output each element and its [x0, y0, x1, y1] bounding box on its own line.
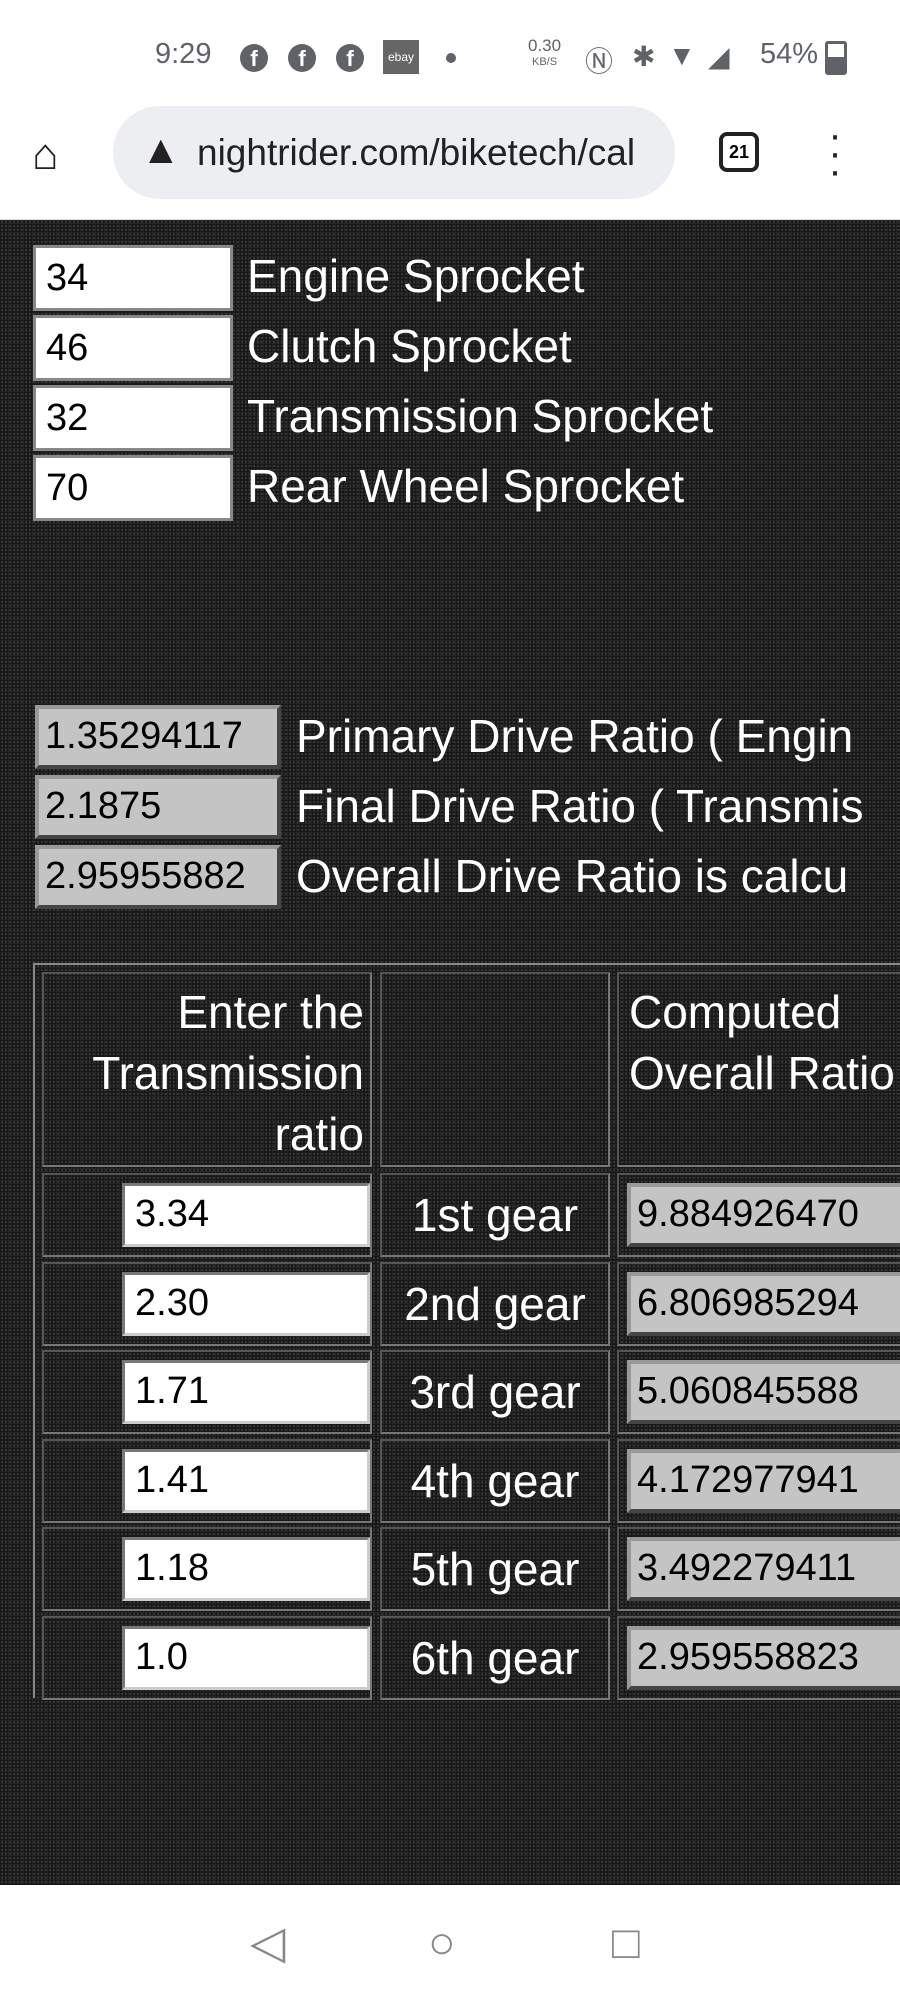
battery-percent: 54% [760, 38, 819, 70]
gear-label: 6th gear [380, 1615, 610, 1700]
back-icon[interactable]: ◁ [250, 1916, 286, 1968]
recents-icon[interactable]: □ [612, 1916, 640, 1968]
not-secure-warning-icon[interactable]: ▲ [141, 128, 181, 172]
overall-ratio-output: 5.060845588 [627, 1360, 900, 1424]
transmission-ratio-input[interactable]: 1.0 [122, 1625, 370, 1690]
gear-label: 5th gear [380, 1527, 610, 1611]
facebook-icon: f [288, 44, 316, 72]
ratio-cell: 1.41 [42, 1438, 372, 1523]
overall-ratio-output: 9.884926470 [627, 1183, 900, 1247]
transmission-ratio-input[interactable]: 1.41 [122, 1448, 370, 1513]
ratio-cell: 1.0 [42, 1615, 372, 1700]
overall-ratio-output: 3.492279411 [627, 1537, 900, 1601]
overall-ratio-output: 4.172977941 [627, 1448, 900, 1513]
sprocket-label: Transmission Sprocket [247, 390, 714, 442]
ratio-cell: 2.30 [42, 1261, 372, 1346]
gear-label: 1st gear [380, 1173, 610, 1257]
gear-table: Enter the Transmission ratio Computed Ov… [33, 963, 900, 1700]
nfc-icon: Ⓝ [585, 46, 614, 77]
network-speed: 0.30 KB/S [528, 36, 562, 70]
sprocket-label: Clutch Sprocket [247, 320, 572, 372]
status-bar: 9:29 f f f ebay 0.30 KB/S Ⓝ ✱ ▼ ◢ 54% [0, 0, 900, 100]
gear-label: 4th gear [380, 1438, 610, 1523]
ratio-label: Overall Drive Ratio is calcu [296, 850, 849, 902]
facebook-icon: f [336, 44, 364, 72]
more-menu-icon[interactable]: · · · [828, 113, 842, 193]
transmission-ratio-input[interactable]: 1.18 [122, 1537, 370, 1601]
wifi-icon: ▼ [668, 40, 696, 71]
android-nav-bar: ◁ ○ □ [0, 1885, 900, 2000]
sprocket-input[interactable]: 70 [33, 455, 233, 521]
more-notifications-dot [446, 53, 456, 63]
overall-ratio-output: 6.806985294 [627, 1271, 900, 1336]
browser-toolbar: ⌂ ▲ nightrider.com/biketech/cal 21 · · · [0, 100, 900, 220]
transmission-ratio-input[interactable]: 3.34 [122, 1183, 370, 1247]
overall-cell: 3.492279411 [617, 1527, 900, 1611]
bluetooth-icon: ✱ [632, 41, 656, 72]
overall-cell: 5.060845588 [617, 1350, 900, 1434]
speed-value: 0.30 [528, 36, 562, 55]
header-computed-ratio: Computed Overall Ratio [617, 972, 900, 1167]
ratio-output: 2.1875 [35, 775, 281, 839]
transmission-ratio-input[interactable]: 1.71 [122, 1360, 370, 1424]
sprocket-input[interactable]: 34 [33, 245, 233, 311]
ratio-label: Primary Drive Ratio ( Engin [296, 710, 854, 762]
sprocket-label: Engine Sprocket [247, 250, 585, 302]
home-circle-icon[interactable]: ○ [428, 1916, 456, 1968]
sprocket-label: Rear Wheel Sprocket [247, 460, 685, 512]
ratio-cell: 3.34 [42, 1173, 372, 1257]
battery-icon [825, 41, 847, 75]
overall-cell: 2.959558823 [617, 1615, 900, 1700]
overall-cell: 6.806985294 [617, 1261, 900, 1346]
url-text[interactable]: nightrider.com/biketech/cal [197, 132, 636, 173]
gear-label: 2nd gear [380, 1261, 610, 1346]
ratio-output: 2.95955882 [35, 845, 281, 909]
ebay-icon: ebay [383, 40, 419, 74]
signal-icon: ◢ [708, 41, 730, 72]
header-empty [380, 972, 610, 1167]
speed-unit: KB/S [532, 56, 558, 68]
ratio-cell: 1.18 [42, 1527, 372, 1611]
home-icon[interactable]: ⌂ [32, 130, 59, 179]
ratio-output: 1.35294117 [35, 705, 281, 769]
overall-ratio-output: 2.959558823 [627, 1625, 900, 1690]
overall-cell: 4.172977941 [617, 1438, 900, 1523]
header-transmission-ratio: Enter the Transmission ratio [42, 972, 372, 1167]
sprocket-input[interactable]: 32 [33, 385, 233, 451]
address-bar[interactable]: ▲ nightrider.com/biketech/cal [113, 106, 675, 199]
facebook-icon: f [240, 44, 268, 72]
sprocket-input[interactable]: 46 [33, 315, 233, 381]
ratio-label: Final Drive Ratio ( Transmis [296, 780, 864, 832]
gear-label: 3rd gear [380, 1350, 610, 1434]
page-content: 34 Engine Sprocket 46 Clutch Sprocket 32 T… [0, 220, 900, 1885]
overall-cell: 9.884926470 [617, 1173, 900, 1257]
ratio-cell: 1.71 [42, 1350, 372, 1434]
transmission-ratio-input[interactable]: 2.30 [122, 1271, 370, 1336]
clock: 9:29 [155, 38, 212, 70]
tab-switcher-button[interactable]: 21 [719, 132, 759, 172]
